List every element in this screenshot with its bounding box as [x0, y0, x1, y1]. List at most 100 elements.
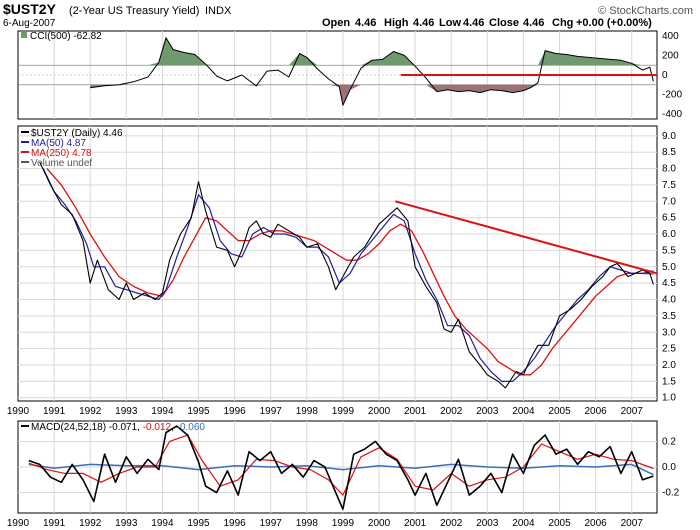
xtick-label: 1999 [332, 406, 355, 417]
price-legend-swatch [21, 141, 29, 143]
price-panel: 9.0 8.5 8.0 7.5 7.0 6.5 6.0 5.5 5.0 4.5 4.0 3.5 3.0 2… [7, 125, 676, 417]
xtick-label: 1997 [260, 518, 283, 529]
macd-legend-label: MACD(24,52,18) -0.071, [31, 422, 143, 433]
chg-value: +0.00 (+0.00%) [576, 17, 652, 29]
xtick-label: 1990 [7, 406, 30, 417]
xtick-label: 1996 [223, 518, 246, 529]
cci-ytick-label: -200 [662, 90, 682, 101]
price-ytick-label: 5.5 [662, 245, 676, 256]
price-ytick-label: 7.5 [662, 180, 676, 191]
low-label: Low [439, 17, 461, 29]
copyright: © StockCharts.com [598, 5, 693, 17]
price-legend-item: MA(250) 4.78 [31, 148, 92, 159]
xtick-label: 2007 [621, 518, 644, 529]
cci-positive-fill [90, 37, 654, 66]
xtick-label: 2005 [548, 406, 571, 417]
xtick-label: 2001 [404, 406, 427, 417]
price-ytick-label: 4.5 [662, 278, 676, 289]
xtick-label: 2004 [512, 406, 535, 417]
macd-ytick-label: -0.2 [662, 488, 680, 499]
xtick-label: 2005 [548, 518, 571, 529]
price-legend-item: $UST2Y (Daily) 4.46 [31, 128, 123, 139]
xtick-label: 1994 [151, 518, 174, 529]
cci-ytick-label: 0 [662, 70, 668, 81]
xtick-label: 1999 [332, 518, 355, 529]
chg-label: Chg [552, 17, 573, 29]
close-label: Close [489, 17, 519, 29]
price-ytick-label: 6.0 [662, 229, 676, 240]
macd-histogram [28, 463, 654, 476]
macd-ytick-label: 0.2 [662, 436, 676, 447]
price-legend-item: Volume undef [31, 158, 92, 169]
xtick-label: 2000 [368, 406, 391, 417]
quote-bar: Open 4.46 High 4.46 Low 4.46 Close 4.46 … [322, 17, 652, 29]
macd-legend-sep: , [171, 422, 177, 433]
price-ytick-label: 4.0 [662, 295, 676, 306]
chart-exchange: INDX [205, 5, 232, 17]
chart-date: 6-Aug-2007 [3, 18, 56, 29]
xtick-label: 2003 [476, 406, 499, 417]
macd-panel: 0.2 0.0 -0.2 MACD(24,52,18) -0.071, -0.012,… [7, 420, 680, 529]
price-ytick-label: 2.5 [662, 344, 676, 355]
close-value: 4.46 [523, 17, 544, 29]
cci-panel: 400 200 0 -200 -400 CCI(500) -62.82 [17, 30, 682, 120]
macd-legend-histogram: -0.060 [177, 422, 206, 433]
ma250-line [46, 168, 654, 376]
xtick-label: 1993 [115, 406, 138, 417]
xtick-label: 1996 [223, 406, 246, 417]
open-value: 4.46 [355, 17, 376, 29]
price-legend-item: MA(50) 4.87 [31, 138, 86, 149]
xtick-label: 2006 [585, 518, 608, 529]
price-ytick-label: 6.5 [662, 213, 676, 224]
macd-ytick-label: 0.0 [662, 462, 676, 473]
price-ytick-label: 1.0 [662, 393, 676, 404]
cci-legend: CCI(500) -62.82 [30, 31, 102, 42]
price-ytick-label: 3.0 [662, 327, 676, 338]
macd-legend-swatch [21, 425, 29, 427]
price-legend-swatch [21, 161, 29, 163]
xtick-label: 2002 [440, 518, 463, 529]
price-line [39, 161, 654, 389]
xtick-label: 2006 [585, 406, 608, 417]
low-value: 4.46 [463, 17, 484, 29]
price-ytick-label: 1.5 [662, 376, 676, 387]
xtick-label: 1998 [296, 406, 319, 417]
xtick-label: 2007 [621, 406, 644, 417]
chart-symbol: $UST2Y [3, 1, 57, 17]
price-ytick-label: 3.5 [662, 311, 676, 322]
open-label: Open [322, 17, 350, 29]
xtick-label: 1997 [260, 406, 283, 417]
macd-legend: MACD(24,52,18) -0.071, -0.012, -0.060 [31, 422, 205, 433]
price-ytick-label: 8.5 [662, 147, 676, 158]
price-ytick-label: 9.0 [662, 131, 676, 142]
price-legend-swatch [21, 131, 29, 133]
high-value: 4.46 [413, 17, 434, 29]
price-ytick-label: 7.0 [662, 196, 676, 207]
xtick-label: 1991 [43, 406, 66, 417]
xtick-label: 1992 [79, 518, 102, 529]
high-label: High [384, 17, 409, 29]
price-ytick-label: 8.0 [662, 164, 676, 175]
cci-legend-swatch [21, 32, 27, 38]
xtick-label: 1998 [296, 518, 319, 529]
xtick-label: 1995 [187, 518, 210, 529]
price-legend-swatch [21, 151, 29, 153]
xtick-label: 2004 [512, 518, 535, 529]
xtick-label: 2003 [476, 518, 499, 529]
xtick-label: 1991 [43, 518, 66, 529]
macd-line [28, 425, 654, 511]
xtick-label: 1994 [151, 406, 174, 417]
cci-negative-fill [90, 84, 654, 106]
xtick-label: 1995 [187, 406, 210, 417]
panel-frame [17, 125, 658, 402]
xtick-label: 1990 [7, 518, 30, 529]
cci-ytick-label: 200 [662, 50, 679, 61]
cci-ytick-label: 400 [662, 31, 679, 42]
price-ytick-label: 5.0 [662, 262, 676, 273]
macd-legend-signal: -0.012 [143, 422, 172, 433]
xtick-label: 2000 [368, 518, 391, 529]
price-ytick-label: 2.0 [662, 360, 676, 371]
price-trendline [394, 200, 658, 275]
xtick-label: 1992 [79, 406, 102, 417]
